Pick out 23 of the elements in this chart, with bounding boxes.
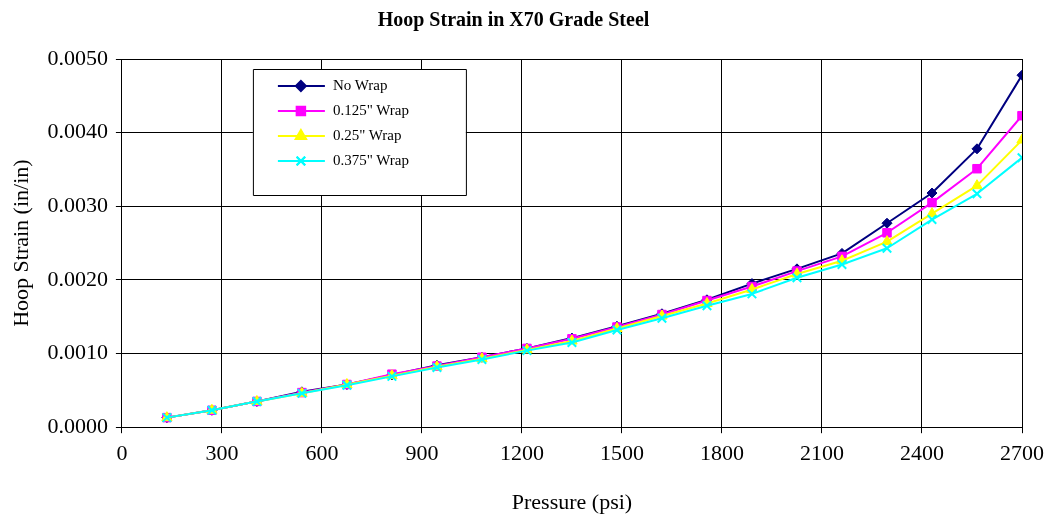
x-tick-label: 0 (116, 440, 128, 466)
x-tick-label: 2400 (899, 440, 944, 466)
x-tick-label: 2700 (1000, 440, 1044, 466)
x-tick-label: 1200 (499, 440, 544, 466)
x-tick-label: 1500 (599, 440, 644, 466)
y-tick-label: 0.0030 (47, 192, 108, 218)
legend-label: 0.125" Wrap (332, 101, 409, 118)
x-tick-label: 1800 (699, 440, 744, 466)
legend-label: 0.25" Wrap (332, 126, 402, 143)
x-tick-label: 600 (305, 440, 339, 466)
x-tick-label: 2100 (799, 440, 844, 466)
legend-label: No Wrap (332, 76, 388, 93)
chart-title: Hoop Strain in X70 Grade Steel (377, 8, 650, 32)
y-tick-label: 0.0040 (47, 118, 108, 144)
y-tick-label: 0.0050 (47, 44, 108, 70)
y-tick-label: 0.0020 (47, 265, 108, 291)
y-axis-title: Hoop Strain (in/in) (7, 159, 33, 327)
legend-label: 0.375" Wrap (332, 151, 409, 168)
x-tick-label: 900 (405, 440, 439, 466)
x-axis-title: Pressure (psi) (511, 488, 633, 514)
y-tick-label: 0.0000 (47, 412, 108, 438)
x-tick-label: 300 (205, 440, 239, 466)
y-tick-label: 0.0010 (47, 339, 108, 365)
